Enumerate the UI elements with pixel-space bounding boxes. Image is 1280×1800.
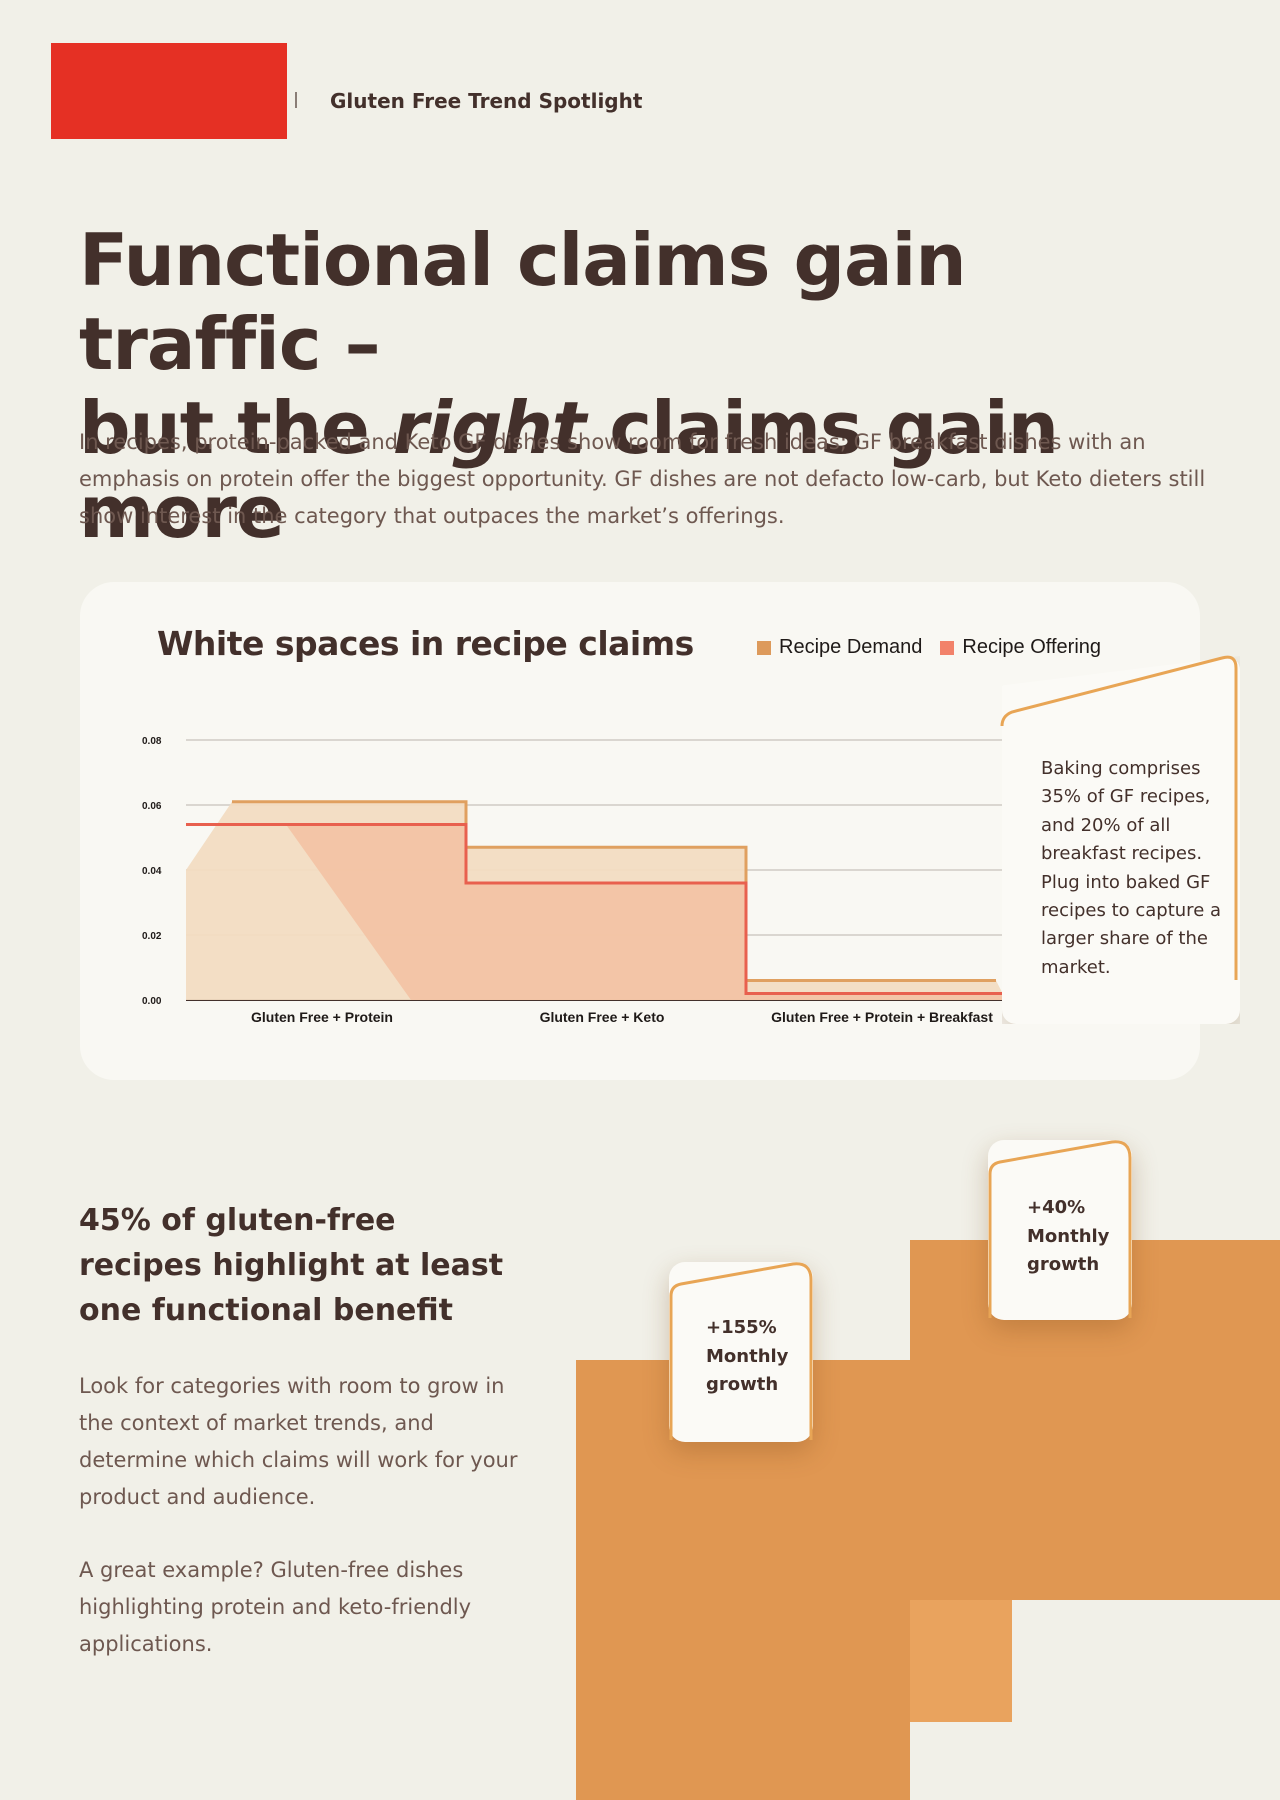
- demand-line: [232, 800, 996, 982]
- growth-label-1: Monthly: [706, 1345, 789, 1367]
- title-line-2-start: but the: [79, 386, 393, 470]
- legend-swatch-demand: [757, 640, 771, 655]
- baking-callout: [1002, 656, 1240, 1024]
- growth-card-40: [988, 1140, 1132, 1320]
- growth-card-border: [988, 1140, 1132, 1318]
- x-category-label: Gluten Free + Keto: [540, 1009, 665, 1025]
- chart-legend: Recipe Demand Recipe Offering: [757, 636, 1119, 659]
- growth-card-155: [669, 1262, 813, 1442]
- header-label: Gluten Free Trend Spotlight: [330, 89, 643, 113]
- baking-callout-border: [1000, 655, 1238, 980]
- x-category-label: Gluten Free + Protein + Breakfast: [771, 1009, 993, 1025]
- offering-area: [286, 824, 1020, 1000]
- section-paragraph-1: Look for categories with room to grow in…: [79, 1374, 518, 1509]
- growth-value: +40%: [1027, 1197, 1086, 1218]
- baking-callout-text: Baking comprises 35% of GF recipes, and …: [1041, 758, 1222, 978]
- title-line-1: Functional claims gain traffic –: [79, 218, 967, 386]
- y-tick-label: 0.02: [142, 931, 162, 942]
- y-tick-label: 0.04: [142, 866, 162, 877]
- section-title: 45% of gluten-free recipes highlight at …: [79, 1203, 504, 1328]
- growth-label-2: growth: [1027, 1254, 1100, 1275]
- growth-text-155: +155% Monthly growth: [706, 1314, 788, 1400]
- growth-text-40: +40% Monthly growth: [1027, 1194, 1109, 1280]
- growth-value: +155%: [706, 1317, 777, 1338]
- legend-swatch-offering: [940, 640, 955, 655]
- y-tick-label: 0.00: [142, 996, 162, 1007]
- offering-line: [186, 823, 1020, 995]
- legend-item-offering: Recipe Offering: [940, 636, 1101, 659]
- page-title: Functional claims gain traffic – but the…: [79, 218, 1219, 554]
- growth-bar-shadow: [910, 1590, 1012, 1722]
- x-category-label: Gluten Free + Protein: [251, 1009, 393, 1025]
- chart-title: White spaces in recipe claims: [157, 624, 694, 663]
- brand-logo-block: [51, 43, 287, 139]
- header-divider: [295, 92, 297, 108]
- growth-card-border: [669, 1262, 813, 1440]
- legend-label-demand: Recipe Demand: [779, 636, 923, 658]
- growth-label-1: Monthly: [1027, 1225, 1110, 1247]
- growth-label-2: growth: [706, 1374, 779, 1395]
- title-emphasis: right: [392, 386, 586, 470]
- y-tick-label: 0.08: [142, 736, 162, 747]
- title-line-2-end: claims gain more: [79, 386, 1059, 554]
- section-body: Look for categories with room to grow in…: [79, 1368, 539, 1663]
- intro-paragraph: In recipes, protein-packed and Keto GF d…: [79, 430, 1206, 528]
- section-paragraph-2: A great example? Gluten-free dishes high…: [79, 1558, 472, 1656]
- legend-item-demand: Recipe Demand: [757, 636, 922, 659]
- claims-chart: 0.00 0.02 0.04 0.06 0.08 Gluten Free + Protei…: [142, 736, 1020, 1025]
- legend-label-offering: Recipe Offering: [962, 636, 1102, 658]
- y-tick-label: 0.06: [142, 801, 162, 812]
